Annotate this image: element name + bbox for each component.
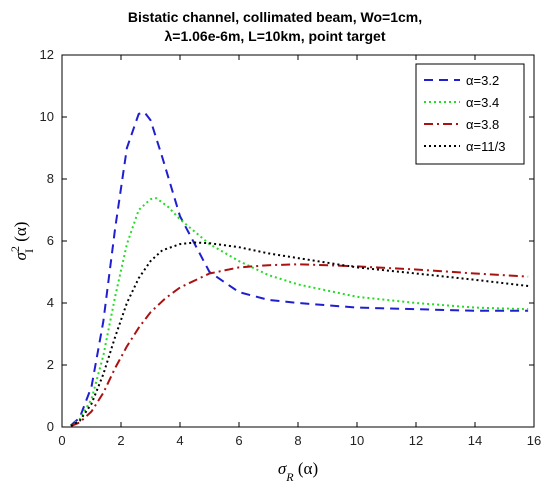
series-line-1: [70, 111, 529, 427]
y-tick-label: 6: [47, 233, 54, 248]
y-tick-label: 4: [47, 295, 54, 310]
legend-box: [415, 63, 525, 165]
axes: 0 2 4 6 8 10 12 14 16 0 2 4 6 8 10 12: [40, 47, 542, 448]
legend: α=3.2 α=3.4 α=3.8 α=11/3: [415, 63, 525, 165]
x-tick-label: 4: [176, 433, 183, 448]
series-line-4: [70, 241, 529, 427]
x-tick-label: 16: [527, 433, 541, 448]
y-tick-label: 12: [40, 47, 54, 62]
x-tick-label: 6: [235, 433, 242, 448]
x-tick-label: 10: [350, 433, 364, 448]
legend-label-2: α=3.4: [466, 95, 499, 110]
y-tick-label: 0: [47, 419, 54, 434]
series-lines: [70, 111, 529, 428]
y-tick-label: 10: [40, 109, 54, 124]
y-tick-label: 2: [47, 357, 54, 372]
x-tick-label: 12: [409, 433, 423, 448]
x-axis-label: σR (α): [278, 459, 318, 484]
y-tick-label: 8: [47, 171, 54, 186]
legend-label-3: α=3.8: [466, 117, 499, 132]
legend-label-4: α=11/3: [466, 139, 505, 154]
x-tick-label: 8: [294, 433, 301, 448]
y-axis-label: σ2I (α): [8, 222, 36, 261]
chart-title-line-1: Bistatic channel, collimated beam, Wo=1c…: [127, 9, 423, 25]
series-line-2: [70, 197, 529, 427]
x-tick-label: 2: [117, 433, 124, 448]
legend-label-1: α=3.2: [466, 73, 499, 88]
chart-title-line-2: λ=1.06e-6m, L=10km, point target: [164, 28, 386, 44]
x-tick-label: 14: [468, 433, 482, 448]
x-tick-label: 0: [58, 433, 65, 448]
